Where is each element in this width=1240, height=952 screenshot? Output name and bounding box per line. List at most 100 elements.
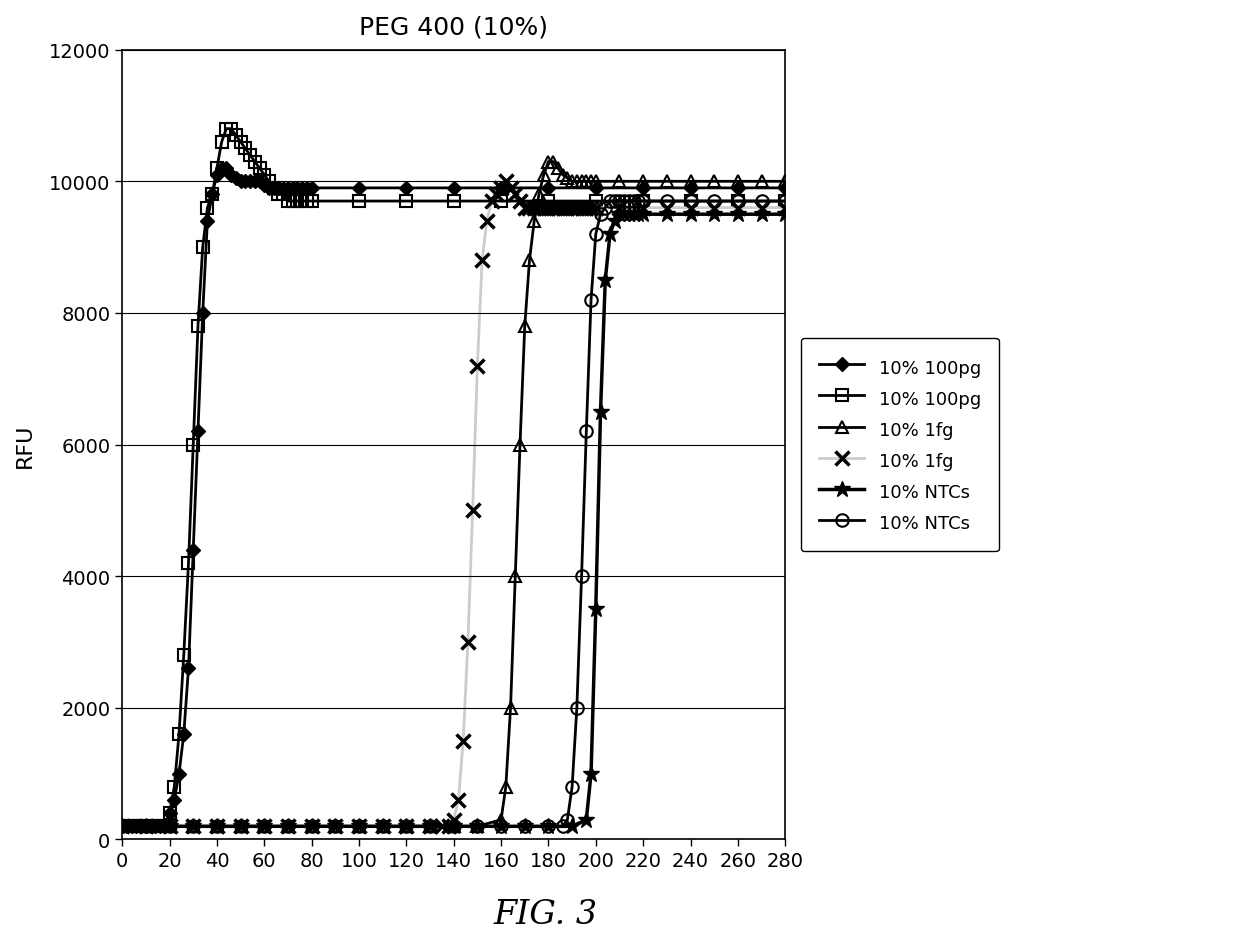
10% NTCs [139,821,154,832]
10% NTCs [423,821,438,832]
10% 100pg [191,426,206,438]
10% 1fg [352,821,367,832]
10% NTCs [376,821,391,832]
10% NTCs [631,209,646,221]
10% 100pg [777,196,792,208]
10% 1fg [210,821,224,832]
10% 1fg [423,821,438,832]
10% 1fg [257,821,272,832]
10% 1fg [777,203,792,214]
10% NTCs [304,821,319,832]
10% 1fg [115,821,130,832]
10% 1fg [541,157,556,169]
10% NTCs [584,768,599,780]
10% NTCs [608,196,622,208]
10% 1fg [527,216,542,228]
10% NTCs [588,604,603,615]
10% NTCs [636,196,651,208]
10% NTCs [304,821,319,832]
10% 1fg [754,176,769,188]
10% 1fg [569,176,584,188]
10% NTCs [210,821,224,832]
Text: FIG. 3: FIG. 3 [494,899,598,930]
10% NTCs [584,295,599,307]
10% NTCs [777,196,792,208]
10% 100pg [167,782,182,793]
10% NTCs [352,821,367,832]
10% NTCs [683,209,698,221]
10% NTCs [446,821,461,832]
10% 1fg [352,821,367,832]
10% NTCs [564,821,579,832]
10% NTCs [616,196,631,208]
10% 1fg [532,189,547,201]
Line: 10% 100pg: 10% 100pg [118,164,790,831]
10% NTCs [517,821,532,832]
10% 100pg [191,321,206,332]
10% NTCs [730,196,745,208]
10% 1fg [683,176,698,188]
10% NTCs [541,821,556,832]
10% 1fg [707,176,722,188]
10% 100pg [730,196,745,208]
10% 1fg [636,176,651,188]
10% NTCs [494,821,508,832]
Line: 10% 1fg: 10% 1fg [115,175,792,833]
10% NTCs [636,209,651,221]
10% NTCs [588,229,603,241]
10% NTCs [730,209,745,221]
10% NTCs [613,196,627,208]
10% 1fg [327,821,342,832]
10% NTCs [560,814,575,825]
10% NTCs [327,821,342,832]
10% NTCs [257,821,272,832]
10% 100pg [290,183,305,194]
Line: 10% 1fg: 10% 1fg [117,156,791,833]
10% 1fg [777,176,792,188]
10% NTCs [556,821,570,832]
10% NTCs [754,196,769,208]
10% 1fg [423,821,438,832]
10% NTCs [631,196,646,208]
10% NTCs [579,814,594,825]
10% NTCs [683,196,698,208]
10% NTCs [399,821,414,832]
10% NTCs [376,821,391,832]
10% NTCs [603,229,618,241]
10% 100pg [275,183,290,194]
10% NTCs [233,821,248,832]
10% NTCs [233,821,248,832]
10% NTCs [115,821,130,832]
10% NTCs [574,571,589,583]
10% 100pg [777,183,792,194]
10% 100pg [167,794,182,805]
10% 100pg [730,183,745,194]
10% NTCs [327,821,342,832]
10% 1fg [560,173,575,185]
10% 1fg [470,821,485,832]
10% 1fg [280,821,295,832]
10% 1fg [494,814,508,825]
10% 1fg [536,169,551,181]
10% NTCs [280,821,295,832]
10% NTCs [598,203,613,214]
10% 100pg [290,196,305,208]
10% NTCs [162,821,177,832]
Legend: 10% 100pg, 10% 100pg, 10% 1fg, 10% 1fg, 10% NTCs, 10% NTCs: 10% 100pg, 10% 100pg, 10% 1fg, 10% 1fg, … [801,339,999,552]
10% 1fg [556,169,570,181]
10% 1fg [517,321,532,332]
10% NTCs [598,275,613,287]
10% NTCs [621,196,636,208]
10% 100pg [115,821,130,832]
10% NTCs [186,821,201,832]
10% NTCs [352,821,367,832]
10% 1fg [139,821,154,832]
10% 1fg [754,203,769,214]
10% NTCs [707,209,722,221]
10% NTCs [210,821,224,832]
10% 1fg [376,821,391,832]
10% 100pg [186,545,201,556]
10% 1fg [304,821,319,832]
10% NTCs [280,821,295,832]
10% 1fg [660,176,675,188]
